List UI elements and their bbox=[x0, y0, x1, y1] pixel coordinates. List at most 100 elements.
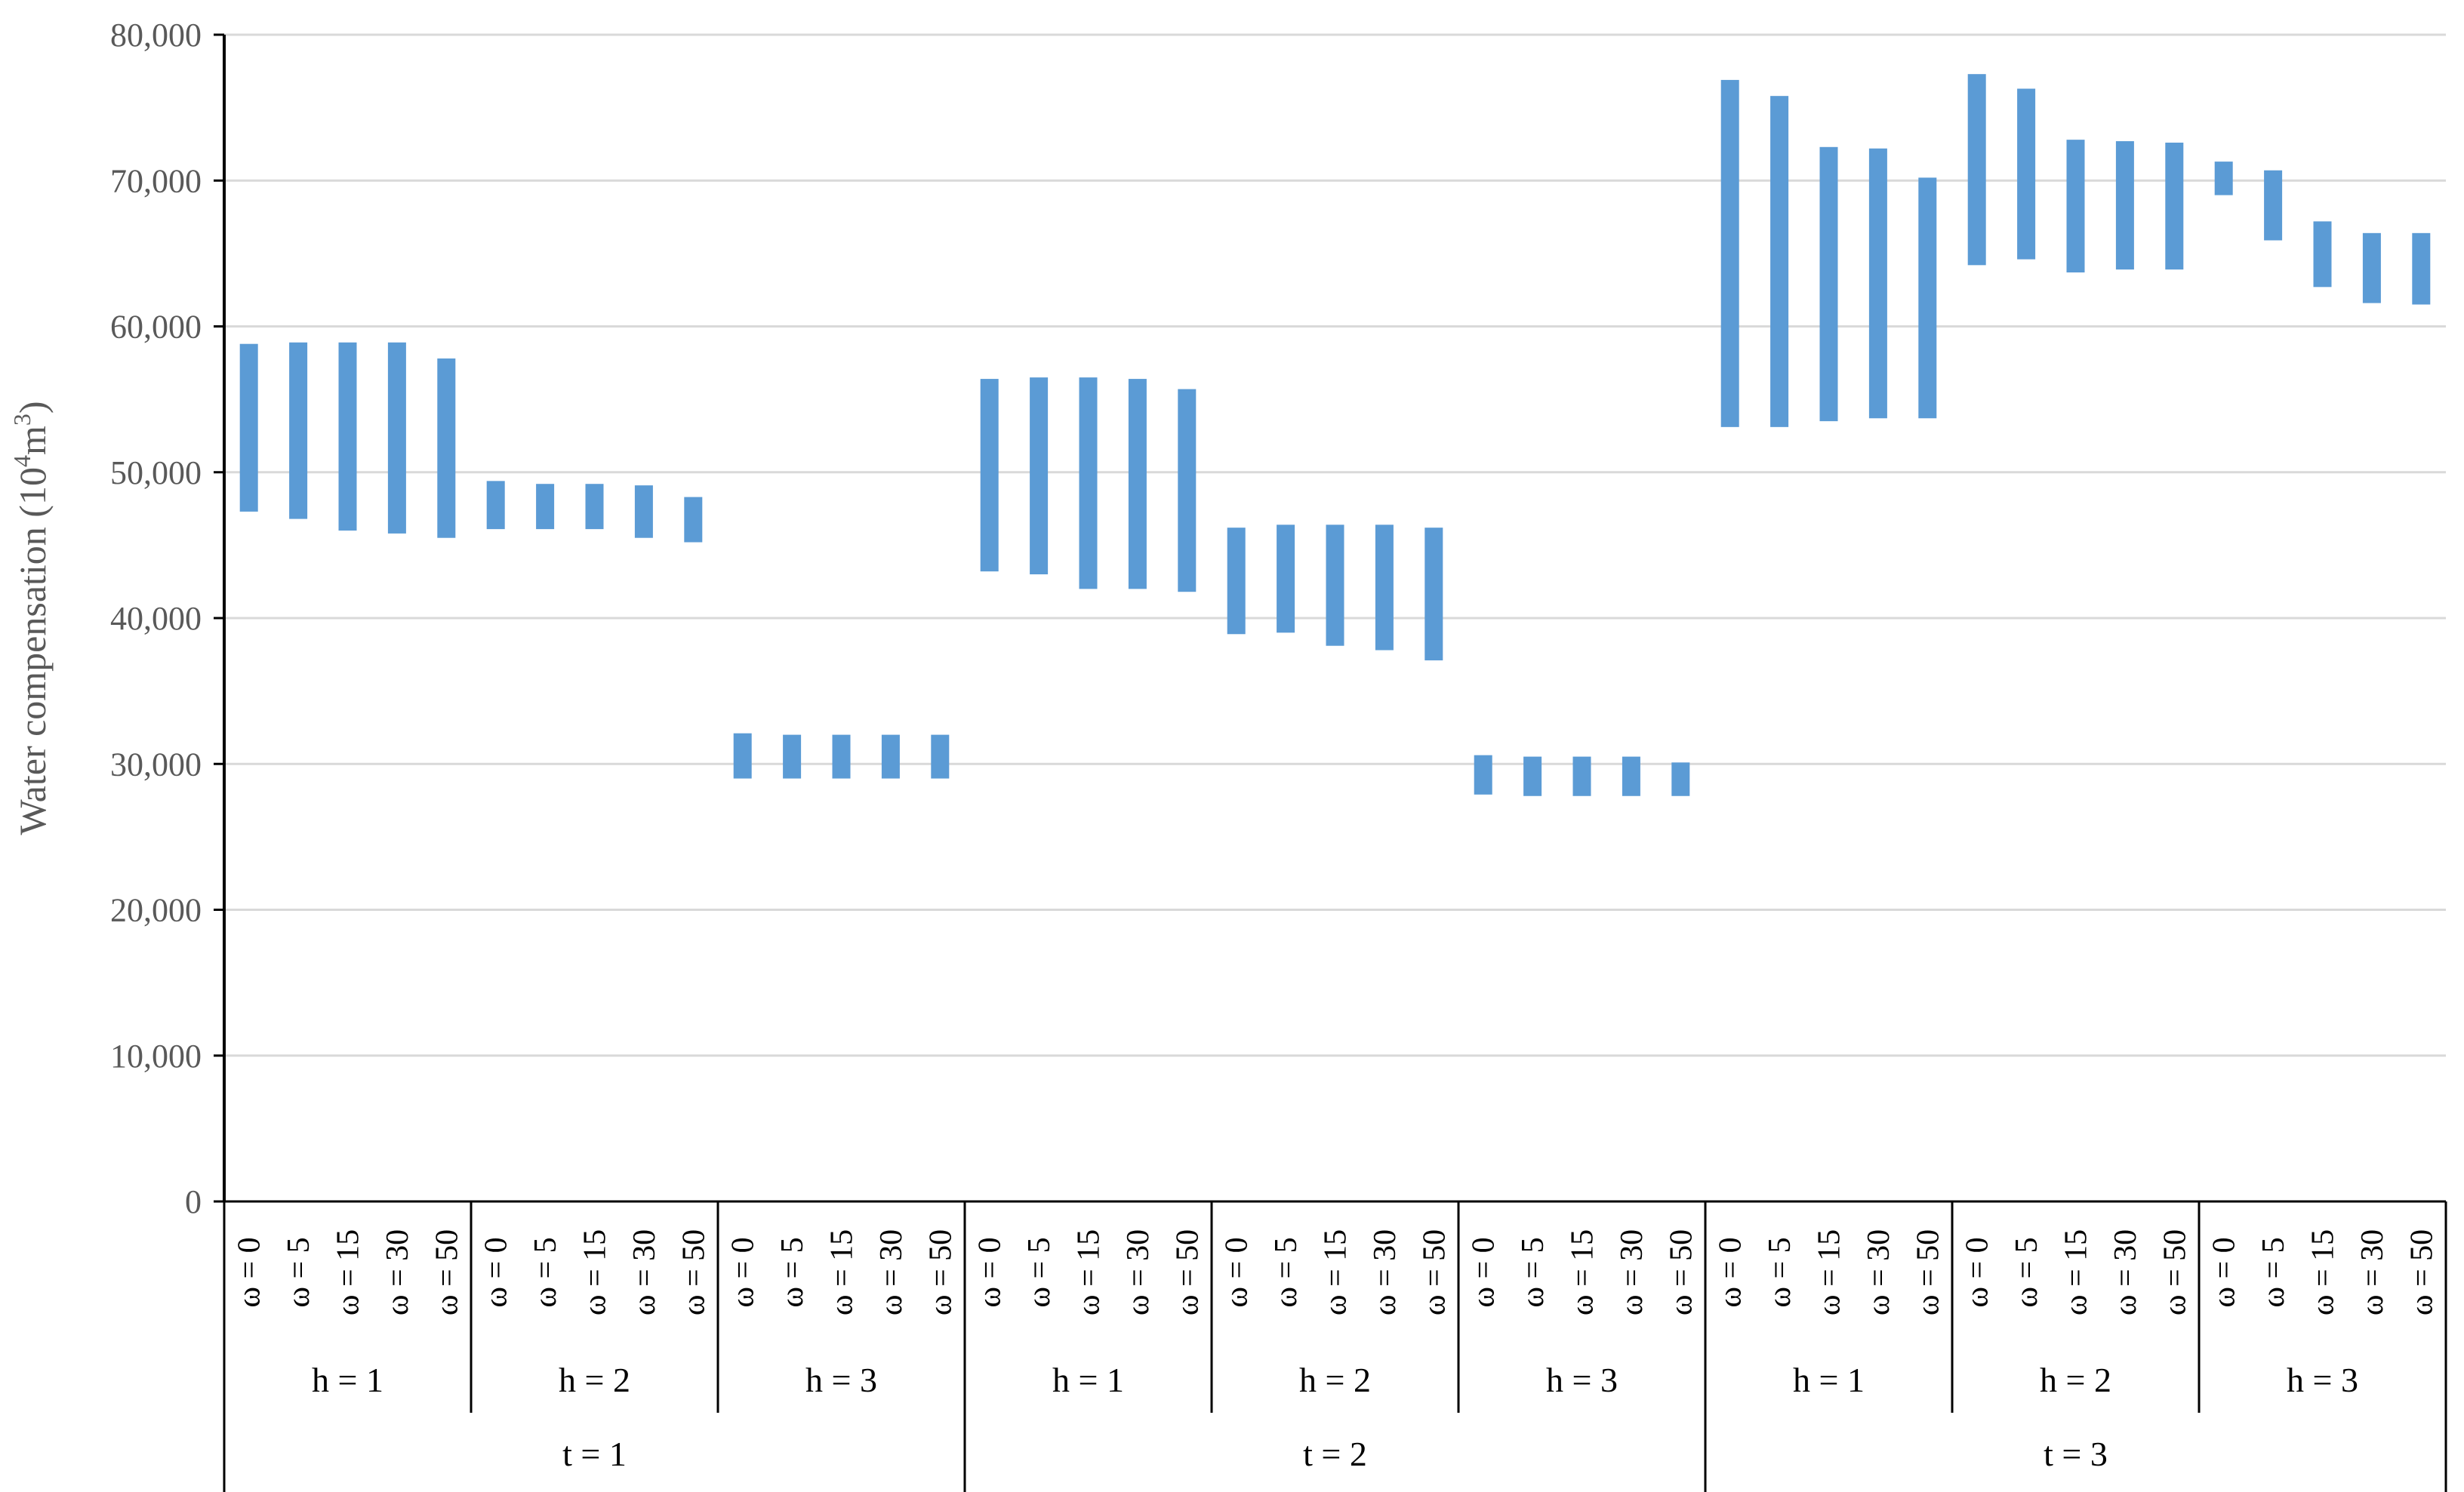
t-group-label: t = 1 bbox=[562, 1435, 627, 1473]
y-tick-label: 70,000 bbox=[110, 162, 202, 199]
omega-label: ω = 15 bbox=[1319, 1229, 1354, 1315]
range-bar bbox=[2313, 221, 2332, 288]
h-group-label: h = 2 bbox=[2040, 1361, 2111, 1399]
bars bbox=[239, 74, 2431, 796]
omega-label: ω = 50 bbox=[2404, 1229, 2439, 1315]
omega-label: ω = 30 bbox=[1121, 1229, 1156, 1315]
omega-label: ω = 15 bbox=[1072, 1229, 1107, 1315]
h-group-label: h = 1 bbox=[1793, 1361, 1865, 1399]
range-bar bbox=[1277, 525, 1295, 633]
range-bar bbox=[2362, 232, 2381, 303]
omega-label: ω = 5 bbox=[1516, 1237, 1551, 1307]
omega-label: ω = 5 bbox=[2010, 1237, 2044, 1307]
range-bar bbox=[1030, 377, 1049, 575]
omega-label: ω = 30 bbox=[1368, 1229, 1403, 1315]
omega-label: ω = 50 bbox=[1664, 1229, 1699, 1315]
omega-label: ω = 50 bbox=[1170, 1229, 1205, 1315]
omega-label: ω = 5 bbox=[282, 1237, 316, 1307]
range-bar bbox=[1967, 74, 1986, 266]
omega-label: ω = 50 bbox=[430, 1229, 464, 1315]
omega-label: ω = 30 bbox=[380, 1229, 415, 1315]
h-group-label: h = 3 bbox=[805, 1361, 877, 1399]
omega-label: ω = 0 bbox=[479, 1237, 514, 1307]
omega-label: ω = 0 bbox=[1220, 1237, 1255, 1307]
y-axis-label-close: ) bbox=[11, 401, 54, 414]
y-tick-label: 60,000 bbox=[110, 309, 202, 346]
omega-label: ω = 0 bbox=[1714, 1237, 1748, 1307]
range-bar bbox=[2214, 162, 2233, 195]
range-bar bbox=[980, 379, 999, 572]
gridlines bbox=[224, 33, 2446, 1057]
range-bar bbox=[1523, 756, 1542, 796]
range-bar bbox=[2066, 140, 2085, 272]
omega-label: ω = 30 bbox=[2108, 1229, 2143, 1315]
omega-label: ω = 5 bbox=[528, 1237, 563, 1307]
h-group-label: h = 3 bbox=[2287, 1361, 2358, 1399]
range-bar bbox=[1079, 377, 1098, 589]
range-bar bbox=[832, 734, 851, 779]
omega-label: ω = 50 bbox=[923, 1229, 958, 1315]
omega-label: ω = 15 bbox=[825, 1229, 860, 1315]
y-axis-label-main: Water compensation (10 bbox=[11, 467, 54, 835]
range-bar bbox=[1572, 756, 1591, 796]
range-bar bbox=[2017, 88, 2036, 260]
range-bar bbox=[1918, 177, 1937, 419]
range-bar bbox=[1227, 528, 1246, 635]
omega-label: ω = 5 bbox=[775, 1237, 810, 1307]
y-tick-label: 0 bbox=[185, 1183, 202, 1220]
range-bar bbox=[634, 485, 653, 538]
omega-label: ω = 5 bbox=[2256, 1237, 2291, 1307]
range-bar bbox=[289, 342, 308, 519]
omega-label: ω = 0 bbox=[2207, 1237, 2242, 1307]
y-tick-label: 10,000 bbox=[110, 1038, 202, 1075]
range-bar bbox=[783, 734, 802, 779]
h-group-label: h = 2 bbox=[1299, 1361, 1371, 1399]
range-bar bbox=[437, 358, 456, 538]
range-bar bbox=[1819, 146, 1838, 422]
y-tick-label: 80,000 bbox=[110, 17, 202, 54]
t-group-label: t = 2 bbox=[1303, 1435, 1367, 1473]
omega-label: ω = 15 bbox=[1813, 1229, 1847, 1315]
omega-label: ω = 50 bbox=[2158, 1229, 2192, 1315]
omega-label: ω = 5 bbox=[1022, 1237, 1057, 1307]
range-bar bbox=[536, 484, 555, 530]
omega-label: ω = 5 bbox=[1269, 1237, 1304, 1307]
range-bar bbox=[1868, 148, 1887, 419]
range-bar bbox=[684, 497, 703, 543]
range-bar bbox=[486, 481, 505, 530]
range-bar bbox=[1178, 389, 1197, 592]
omega-label: ω = 15 bbox=[578, 1229, 613, 1315]
range-bar bbox=[387, 342, 406, 534]
range-bar bbox=[585, 484, 604, 530]
omega-label: ω = 50 bbox=[676, 1229, 711, 1315]
range-bar bbox=[1424, 528, 1443, 661]
y-axis-label-sup2: 3 bbox=[8, 414, 35, 426]
range-bar bbox=[2264, 170, 2283, 241]
omega-label: ω = 15 bbox=[331, 1229, 366, 1315]
t-group-label: t = 3 bbox=[2044, 1435, 2108, 1473]
range-bar bbox=[1622, 756, 1640, 796]
range-bar bbox=[1326, 525, 1344, 646]
omega-label: ω = 0 bbox=[973, 1237, 1008, 1307]
range-bar bbox=[931, 734, 950, 779]
omega-label: ω = 30 bbox=[874, 1229, 909, 1315]
y-axis-label: Water compensation (104m3) bbox=[8, 401, 54, 835]
h-group-label: h = 1 bbox=[1052, 1361, 1124, 1399]
omega-label: ω = 0 bbox=[1960, 1237, 1995, 1307]
omega-label: ω = 30 bbox=[627, 1229, 662, 1315]
y-tick-label: 30,000 bbox=[110, 746, 202, 783]
omega-label: ω = 30 bbox=[2355, 1229, 2390, 1315]
y-tick-label: 20,000 bbox=[110, 892, 202, 929]
omega-label: ω = 15 bbox=[2306, 1229, 2341, 1315]
range-bar bbox=[1671, 762, 1690, 796]
omega-label: ω = 15 bbox=[2059, 1229, 2094, 1315]
omega-label: ω = 15 bbox=[1566, 1229, 1600, 1315]
range-bar bbox=[2165, 143, 2184, 270]
y-tick-label: 40,000 bbox=[110, 600, 202, 637]
range-bar bbox=[1375, 525, 1394, 651]
h-group-label: h = 3 bbox=[1546, 1361, 1618, 1399]
y-tick-labels: 0 10,000 20,000 30,000 40,000 50,000 60,000 70,… bbox=[110, 17, 224, 1220]
range-bar bbox=[1770, 96, 1789, 427]
range-bar bbox=[338, 342, 357, 531]
